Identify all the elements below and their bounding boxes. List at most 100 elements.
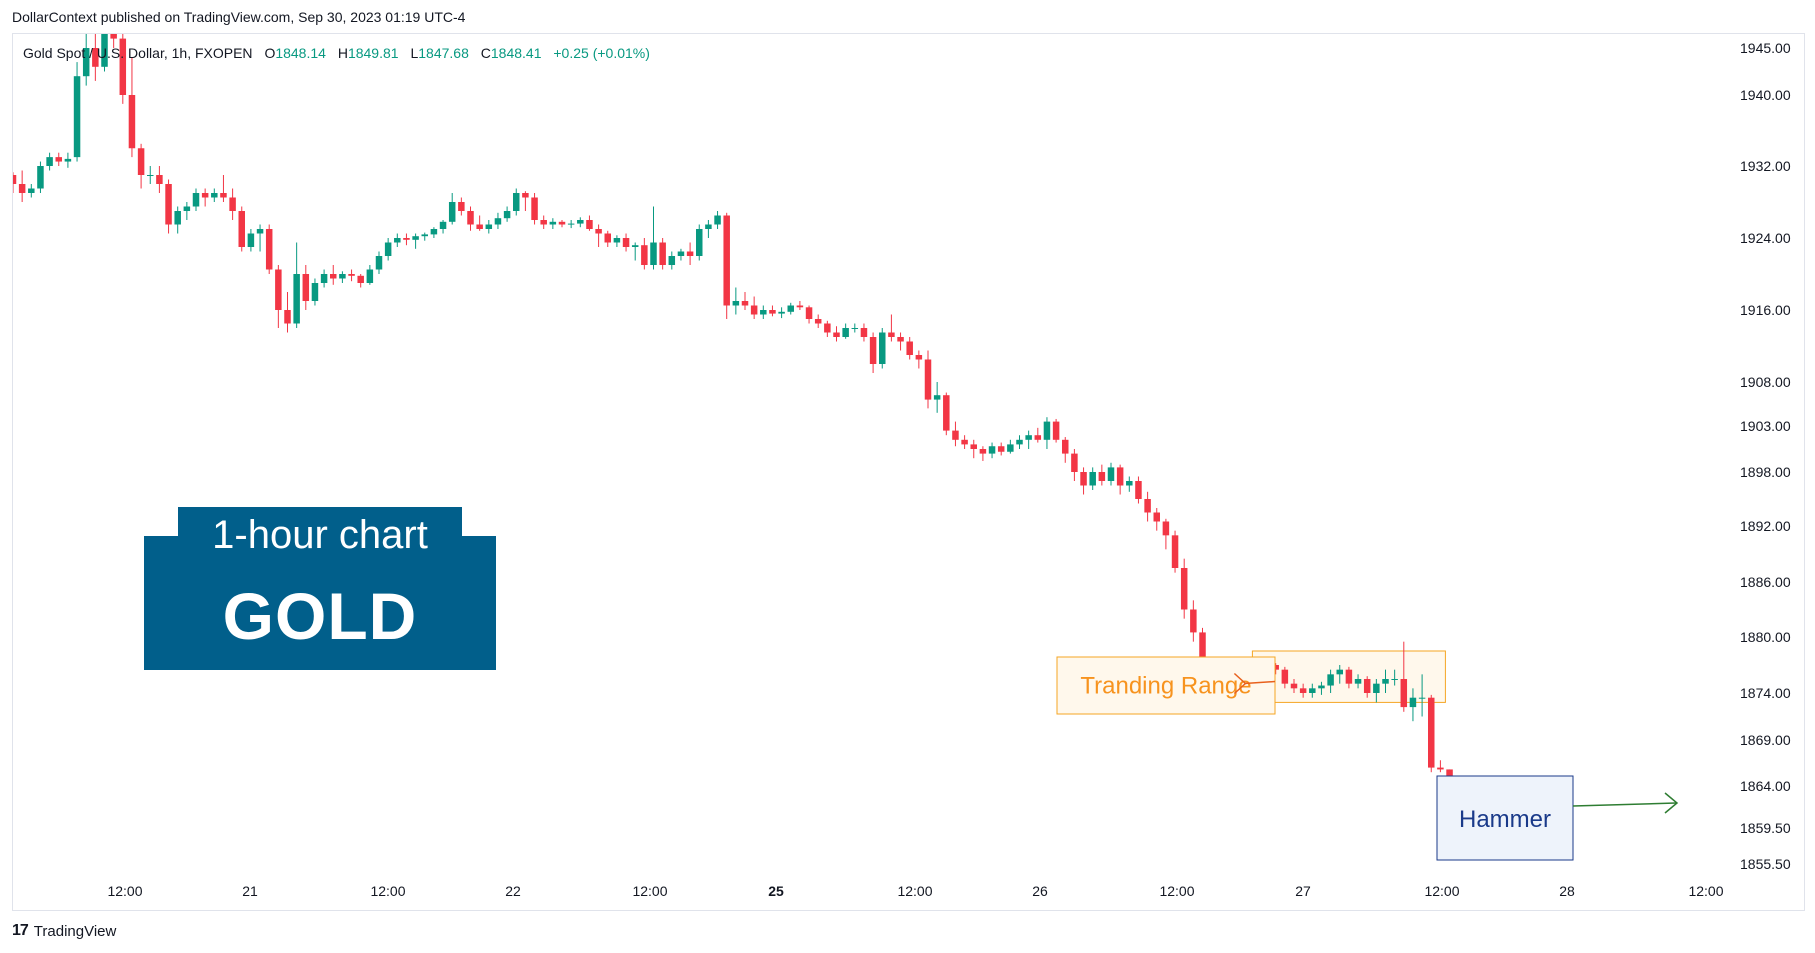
- candle: [1391, 669, 1398, 686]
- candle-body: [311, 283, 319, 301]
- candle-body: [1354, 679, 1362, 684]
- tradingview-logo[interactable]: 17 TradingView: [12, 922, 116, 940]
- candle-body: [13, 175, 17, 184]
- candle: [64, 152, 72, 168]
- candle: [110, 34, 117, 48]
- candle: [723, 212, 730, 319]
- candle: [833, 326, 840, 342]
- candle-body: [284, 310, 291, 324]
- candle: [147, 166, 154, 184]
- low-value: 1847.68: [418, 45, 469, 61]
- candle: [256, 224, 264, 252]
- change-value: +0.25 (+0.01%): [553, 45, 650, 61]
- candle-body: [631, 245, 639, 247]
- candle: [577, 217, 584, 228]
- candle: [339, 271, 346, 283]
- candle-body: [46, 157, 53, 166]
- candle: [796, 301, 804, 310]
- candle: [275, 265, 282, 328]
- candle: [677, 248, 685, 261]
- candle-body: [330, 274, 337, 279]
- open-value: 1848.14: [275, 45, 326, 61]
- candle-body: [165, 184, 172, 225]
- time-tick-label: 12:00: [1159, 883, 1194, 899]
- candle-body: [1299, 688, 1307, 693]
- time-tick-label: 21: [242, 883, 258, 899]
- time-tick-label: 28: [1559, 883, 1575, 899]
- candle: [1153, 508, 1160, 531]
- price-tick-label: 1869.00: [1740, 732, 1791, 748]
- candle-body: [220, 193, 227, 198]
- candle-body: [147, 175, 154, 176]
- candle-body: [824, 323, 831, 333]
- candle-body: [366, 269, 374, 283]
- candle-body: [192, 193, 200, 207]
- candle: [897, 332, 904, 351]
- candle-body: [760, 310, 767, 315]
- candle: [165, 179, 172, 234]
- candle-body: [577, 220, 584, 224]
- candle: [330, 265, 337, 285]
- candle-body: [741, 301, 749, 306]
- candle-body: [73, 76, 81, 158]
- candle: [1144, 491, 1151, 522]
- symbol-name[interactable]: Gold Spot / U.S. Dollar, 1h, FXOPEN: [23, 45, 253, 61]
- price-tick-label: 1903.00: [1740, 418, 1791, 434]
- candle-body: [650, 242, 657, 265]
- candle-body: [18, 184, 26, 193]
- candle: [1327, 669, 1334, 693]
- candle-body: [897, 337, 904, 342]
- candle-body: [503, 211, 511, 219]
- candle: [988, 442, 996, 459]
- candle-body: [348, 274, 355, 276]
- candle: [814, 314, 822, 328]
- tradingview-logo-text: TradingView: [33, 922, 117, 940]
- price-tick-label: 1886.00: [1740, 574, 1791, 590]
- candle-body: [1446, 769, 1453, 782]
- time-tick-label: 12:00: [107, 883, 142, 899]
- candle-body: [238, 211, 245, 247]
- candle-body: [906, 341, 913, 355]
- candle-body: [1345, 669, 1353, 684]
- candle: [430, 227, 438, 238]
- candle: [366, 265, 374, 285]
- candle-body: [137, 148, 145, 175]
- candle-body: [1043, 421, 1051, 440]
- candle: [1071, 449, 1078, 481]
- candle-body: [787, 305, 794, 312]
- candle: [357, 274, 364, 288]
- price-tick-label: 1855.50: [1740, 856, 1791, 872]
- candle-body: [375, 256, 383, 270]
- candle: [952, 421, 959, 447]
- candle: [448, 193, 456, 225]
- candle-body: [769, 310, 776, 314]
- candle: [394, 233, 401, 247]
- candle: [1382, 669, 1389, 693]
- candle: [46, 152, 53, 171]
- candle: [1052, 418, 1060, 443]
- candle: [476, 215, 483, 231]
- candle-body: [229, 197, 236, 211]
- candle: [1089, 467, 1096, 490]
- candle: [1116, 464, 1124, 495]
- close-label: C: [480, 45, 491, 61]
- range-arrow-line: [1244, 680, 1276, 685]
- candle: [961, 435, 968, 449]
- published-caption: DollarContext published on TradingView.c…: [12, 9, 466, 25]
- hammer-label-text: Hammer: [1459, 806, 1551, 833]
- chart-frame: [12, 33, 1805, 911]
- candle-body: [943, 395, 950, 431]
- candle-body: [1180, 568, 1188, 610]
- candle: [1363, 676, 1371, 698]
- candle: [1007, 439, 1014, 454]
- candle-body: [1016, 439, 1023, 445]
- candle: [522, 191, 529, 211]
- candle-body: [952, 430, 959, 440]
- candle-body: [1089, 472, 1096, 486]
- candle-body: [28, 188, 35, 193]
- candle-body: [256, 229, 264, 234]
- annotation-layer: Tranding Range Hammer: [1056, 656, 1679, 861]
- candle: [714, 211, 721, 229]
- candle: [631, 242, 639, 261]
